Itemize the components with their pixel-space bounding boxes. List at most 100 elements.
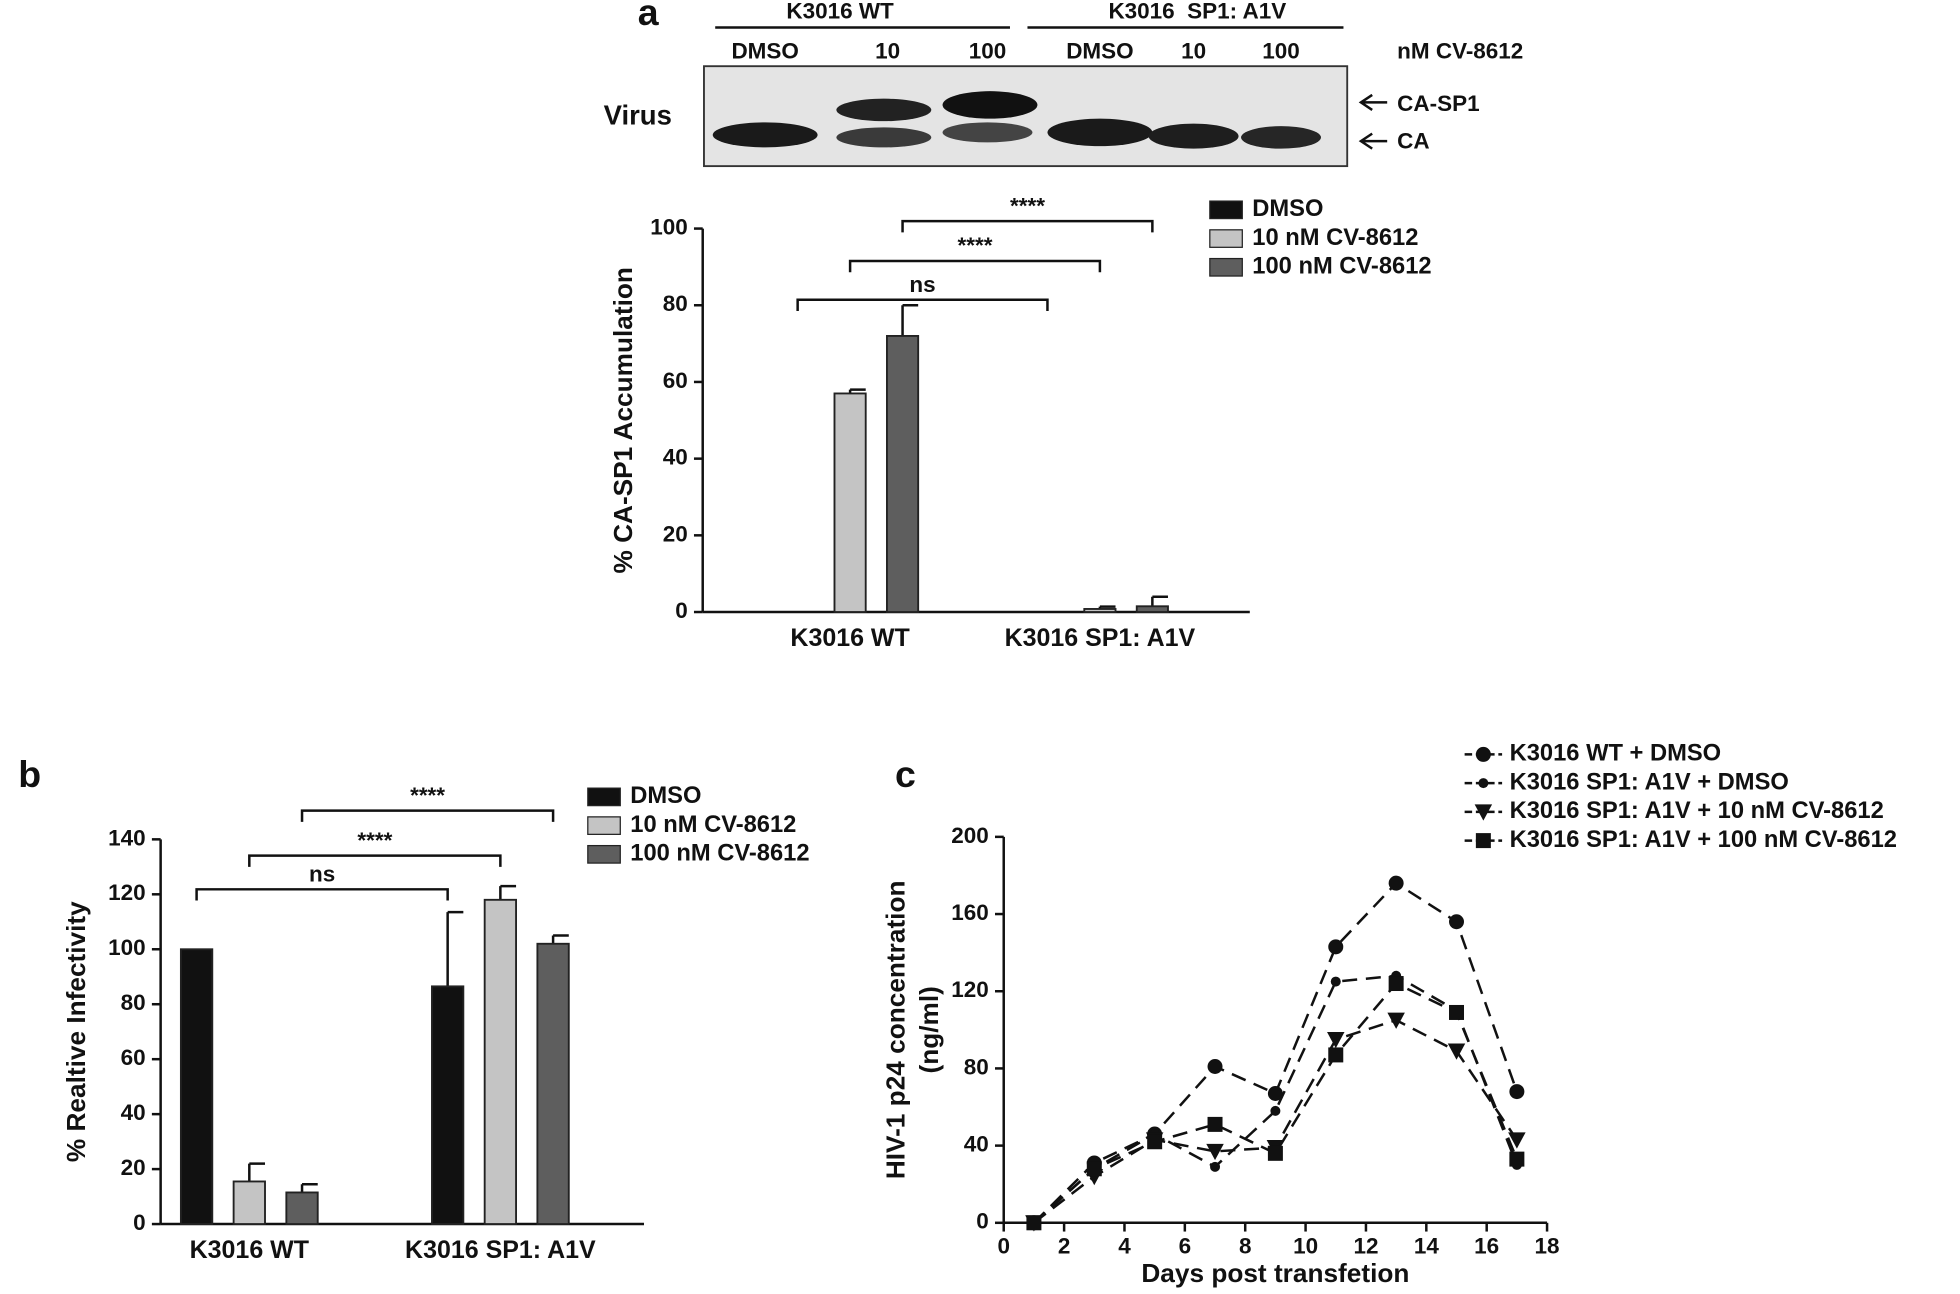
legend-label: K3016 SP1: A1V + 10 nM CV-8612 (1510, 798, 1884, 824)
legend-swatch (1209, 257, 1243, 277)
y-tick-label: 100 (108, 935, 146, 960)
panel-label: c (895, 753, 916, 795)
y-axis-title: % CA-SP1 Accumulation (608, 267, 638, 573)
y-tick-label: 40 (121, 1100, 146, 1125)
marker (1449, 914, 1465, 930)
bar (833, 392, 867, 613)
significance-bracket (248, 854, 502, 867)
y-tick-label: 0 (976, 1209, 989, 1234)
x-tick-label: 10 (1293, 1234, 1318, 1259)
significance-bracket (848, 259, 1102, 273)
marker (1509, 1151, 1525, 1167)
x-tick-label: 0 (997, 1234, 1010, 1259)
y-tick-label: 40 (964, 1132, 989, 1157)
marker (1388, 976, 1404, 992)
error-bar (248, 1162, 266, 1182)
marker (1327, 1031, 1345, 1049)
significance-label: **** (958, 233, 993, 258)
legend-swatch (1209, 229, 1243, 248)
lane-label: 10 (1181, 38, 1206, 63)
marker (1026, 1215, 1042, 1231)
marker (1387, 1012, 1405, 1029)
x-tick-label: 4 (1118, 1234, 1131, 1259)
bar (1135, 605, 1169, 613)
marker (1207, 1059, 1223, 1074)
error-bar (446, 910, 464, 987)
legend-label: 100 nM CV-8612 (1252, 254, 1431, 280)
marker (1210, 1161, 1221, 1172)
bar (285, 1191, 319, 1225)
y-tick-label: 20 (663, 521, 688, 546)
legend-label: DMSO (1252, 196, 1323, 222)
unit-label: nM CV-8612 (1397, 38, 1523, 63)
bar (886, 335, 920, 613)
y-tick-label: 60 (663, 368, 688, 393)
panel-label: b (18, 753, 41, 795)
x-tick-label: 8 (1239, 1234, 1252, 1259)
legend-label: DMSO (630, 783, 701, 809)
legend-swatch (1209, 200, 1243, 220)
x-tick-label: 2 (1058, 1234, 1071, 1259)
y-tick-label: 80 (121, 990, 146, 1015)
significance-bracket (901, 219, 1154, 233)
line (1033, 981, 1519, 1224)
y-tick-label: 20 (121, 1155, 146, 1180)
bar (1083, 608, 1117, 613)
marker (1508, 1132, 1526, 1149)
band (1241, 126, 1321, 149)
marker (1207, 1116, 1223, 1132)
marker (1086, 1161, 1102, 1177)
band (942, 122, 1033, 143)
legend-label: 10 nM CV-8612 (1252, 225, 1418, 251)
arrow (1358, 93, 1388, 111)
y-tick-label: 160 (951, 900, 989, 925)
marker (1330, 976, 1341, 987)
y-tick-label: 200 (951, 823, 989, 848)
y-tick-label: 100 (650, 215, 688, 240)
y-axis-title: HIV-1 p24 concentration (880, 880, 910, 1179)
marker (1447, 1043, 1466, 1060)
band-label: CA (1397, 128, 1429, 153)
x-tick-label: 6 (1179, 1234, 1192, 1259)
marker (1270, 1105, 1281, 1116)
legend-swatch (587, 787, 621, 807)
lane-label: 10 (875, 38, 900, 63)
legend-swatch (587, 816, 621, 835)
legend-marker (1474, 804, 1493, 821)
error-bar (551, 934, 569, 944)
marker (1388, 875, 1404, 891)
y-tick-label: 0 (675, 598, 688, 623)
lane-label: DMSO (1066, 38, 1133, 63)
bar (232, 1180, 266, 1225)
line (1033, 974, 1519, 1224)
bar (431, 985, 465, 1225)
line (1033, 1018, 1518, 1224)
marker (1267, 1145, 1283, 1161)
band (1148, 123, 1239, 149)
significance-label: **** (1010, 193, 1045, 218)
x-axis-title: Days post transfetion (1141, 1258, 1409, 1288)
significance-bracket (300, 809, 555, 822)
band (942, 91, 1038, 119)
legend-marker (1475, 833, 1491, 849)
x-tick-label: K3016 WT (790, 624, 909, 652)
lane-label: 100 (1262, 38, 1300, 63)
x-tick-label: K3016 WT (190, 1236, 309, 1264)
legend-label: K3016 SP1: A1V + DMSO (1510, 769, 1789, 795)
significance-label: **** (410, 783, 445, 808)
marker (1206, 1143, 1224, 1161)
marker (1328, 1047, 1344, 1063)
y-tick-label: 80 (964, 1054, 989, 1079)
band-label: CA-SP1 (1397, 91, 1479, 116)
legend-label: 100 nM CV-8612 (630, 841, 809, 867)
lane-label: DMSO (731, 38, 798, 63)
arrow (1358, 132, 1388, 150)
x-tick-label: K3016 SP1: A1V (1005, 624, 1196, 652)
y-tick-label: 140 (108, 825, 146, 850)
y-tick-label: 120 (108, 880, 146, 905)
marker (1509, 1084, 1525, 1100)
marker (1328, 939, 1344, 955)
blot-frame (703, 65, 1349, 168)
legend-swatch (587, 844, 621, 864)
bar (179, 948, 214, 1225)
